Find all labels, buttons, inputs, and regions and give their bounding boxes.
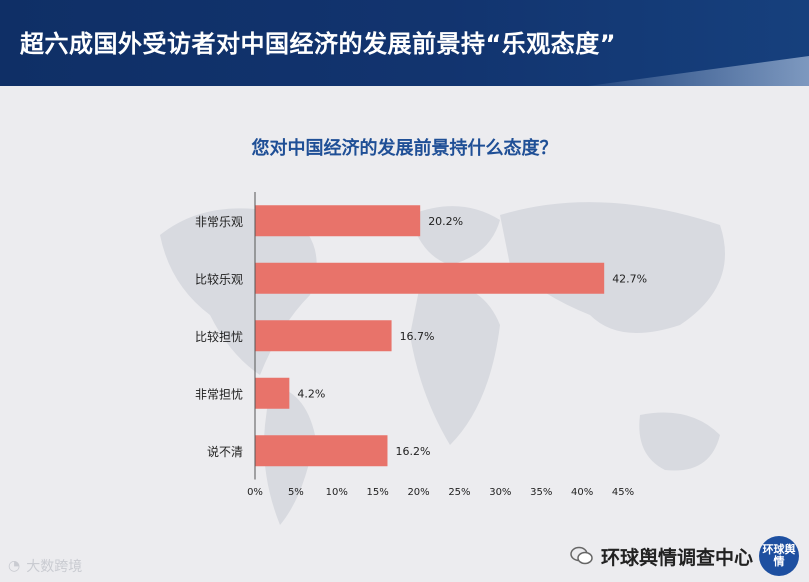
data-label: 20.2% (428, 215, 463, 228)
data-label: 4.2% (297, 387, 325, 400)
x-tick-label: 0% (247, 487, 263, 498)
bar (255, 435, 388, 467)
y-tick-label: 比较担忧 (195, 329, 243, 344)
x-tick-label: 40% (571, 487, 593, 498)
bar (255, 377, 290, 409)
wechat-icon (570, 546, 593, 565)
x-tick-label: 10% (326, 487, 348, 498)
chart-title: 您对中国经济的发展前景持什么态度？ (251, 138, 558, 159)
x-tick-label: 25% (448, 487, 470, 498)
y-tick-label: 非常担忧 (195, 387, 243, 401)
footer-right-brand: 环球舆情调查中心 环球舆情 (569, 536, 799, 576)
x-tick-label: 45% (612, 487, 634, 498)
x-tick-label: 35% (530, 487, 552, 498)
header-banner: 超六成国外受访者对中国经济的发展前景持“乐观态度” (0, 0, 809, 86)
footer-left-brand: ◔ 大数跨境 (8, 556, 82, 576)
x-tick-label: 20% (407, 487, 429, 498)
y-tick-label: 比较乐观 (195, 271, 243, 286)
brand-logo-icon: ◔ (8, 558, 21, 574)
data-label: 16.2% (395, 445, 430, 458)
x-tick-label: 30% (489, 487, 511, 498)
data-label: 16.7% (400, 330, 435, 343)
bar (255, 262, 605, 294)
x-tick-label: 5% (288, 487, 304, 498)
data-label: 42.7% (612, 272, 647, 285)
y-tick-label: 非常乐观 (195, 215, 243, 229)
x-tick-label: 15% (367, 487, 389, 498)
logo-badge: 环球舆情 (759, 536, 799, 576)
footer-right-text: 环球舆情调查中心 (600, 546, 753, 569)
bar (255, 205, 421, 237)
bar (255, 320, 392, 352)
page-title: 超六成国外受访者对中国经济的发展前景持“乐观态度” (20, 30, 617, 58)
y-tick-label: 说不清 (207, 444, 243, 459)
footer-left-text: 大数跨境 (26, 559, 83, 575)
